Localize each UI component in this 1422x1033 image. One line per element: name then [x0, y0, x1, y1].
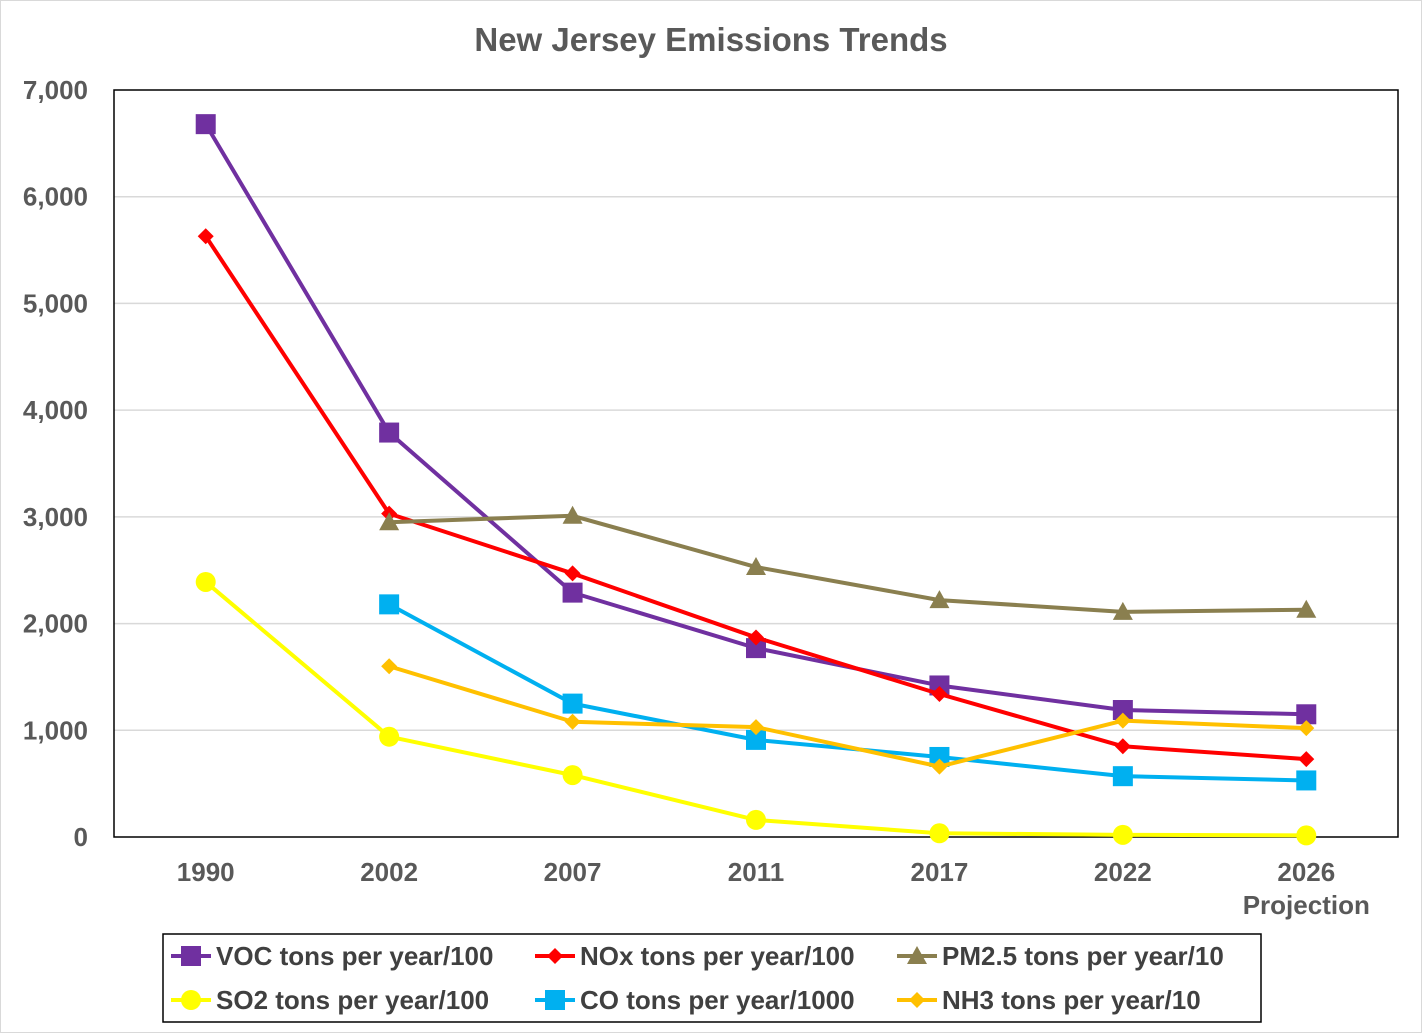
- data-point: [1112, 824, 1133, 845]
- x-tick-label: 2017: [911, 857, 969, 887]
- data-point: [746, 809, 766, 830]
- legend-item: PM2.5 tons per year/10: [897, 941, 1224, 971]
- data-point: [1298, 751, 1315, 768]
- y-tick-label: 7,000: [23, 75, 88, 105]
- data-point: [1114, 738, 1131, 755]
- x-tick-label: 2002: [360, 857, 418, 887]
- data-point: [1112, 766, 1133, 787]
- data-point: [1296, 599, 1317, 618]
- series-3: [379, 505, 1317, 620]
- legend-marker: [907, 946, 927, 964]
- data-point: [746, 557, 766, 576]
- series-2: [197, 228, 1315, 768]
- x-tick-label: 2022: [1094, 857, 1152, 887]
- data-point: [1298, 720, 1315, 737]
- series-line: [204, 235, 1307, 762]
- y-tick-label: 2,000: [23, 609, 88, 639]
- data-point: [1296, 825, 1317, 846]
- y-tick-label: 3,000: [23, 502, 88, 532]
- data-point: [379, 594, 400, 615]
- data-point: [746, 729, 766, 750]
- legend-item: VOC tons per year/100: [171, 941, 493, 971]
- data-point: [381, 658, 398, 675]
- legend-marker: [545, 990, 565, 1010]
- legend-label: PM2.5 tons per year/10: [942, 941, 1224, 971]
- data-point: [562, 765, 583, 786]
- data-point: [1296, 704, 1317, 725]
- legend-item: NH3 tons per year/10: [897, 985, 1201, 1015]
- y-axis-ticks: 0 1,000 2,000 3,000 4,000 5,000 6,000 7,000: [23, 75, 88, 852]
- data-point: [562, 582, 583, 603]
- series-line: [388, 602, 1307, 783]
- data-point: [564, 713, 581, 730]
- data-point: [562, 693, 583, 714]
- series-4: [195, 571, 1317, 846]
- legend-label: SO2 tons per year/100: [216, 985, 489, 1015]
- data-point: [1112, 700, 1133, 721]
- data-point: [746, 638, 766, 659]
- legend: VOC tons per year/100 NOx tons per year/1…: [162, 933, 1262, 1023]
- legend-label: CO tons per year/1000: [580, 985, 855, 1015]
- legend-box: [162, 933, 1262, 1023]
- data-point: [379, 726, 400, 747]
- x-tick-label: 1990: [177, 857, 235, 887]
- data-point: [562, 505, 583, 524]
- series-line: [389, 513, 1307, 614]
- legend-item: CO tons per year/1000: [535, 985, 855, 1015]
- data-point: [564, 565, 581, 582]
- series-1: [195, 114, 1317, 725]
- data-point: [197, 228, 214, 245]
- y-tick-label: 5,000: [23, 288, 88, 318]
- data-point: [1296, 770, 1317, 791]
- legend-label: NH3 tons per year/10: [942, 985, 1201, 1015]
- data-point: [929, 590, 950, 609]
- data-point: [195, 571, 216, 592]
- legend-marker: [909, 992, 925, 1008]
- data-point: [379, 512, 400, 531]
- legend-label: VOC tons per year/100: [216, 941, 493, 971]
- legend-label: NOx tons per year/100: [580, 941, 855, 971]
- y-tick-label: 4,000: [23, 395, 88, 425]
- legend-marker: [181, 946, 201, 966]
- legend-marker: [547, 948, 563, 964]
- data-point: [379, 422, 400, 443]
- x-tick-sublabel: Projection: [1243, 890, 1370, 920]
- plot-area: [113, 89, 1399, 838]
- series-6: [381, 658, 1315, 775]
- data-point: [929, 823, 950, 844]
- data-point: [195, 114, 216, 135]
- data-point: [748, 719, 764, 736]
- legend-item: NOx tons per year/100: [535, 941, 855, 971]
- x-tick-label: 2026: [1277, 857, 1335, 887]
- legend-marker: [181, 990, 201, 1010]
- chart-title: New Jersey Emissions Trends: [474, 21, 947, 58]
- data-point: [1114, 712, 1131, 729]
- data-point: [929, 746, 950, 767]
- data-point: [1112, 601, 1133, 620]
- y-tick-label: 1,000: [23, 715, 88, 745]
- y-tick-label: 6,000: [23, 182, 88, 212]
- series-line: [203, 123, 1307, 717]
- legend-item: SO2 tons per year/100: [171, 985, 489, 1015]
- gridlines: [114, 195, 1398, 732]
- data-point: [931, 686, 948, 703]
- y-tick-label: 0: [74, 822, 88, 852]
- x-tick-label: 2011: [728, 857, 784, 887]
- data-point: [931, 758, 948, 775]
- data-point: [748, 629, 764, 646]
- x-tick-label: 2007: [544, 857, 602, 887]
- series-line: [388, 664, 1307, 769]
- series-layer: [195, 114, 1317, 846]
